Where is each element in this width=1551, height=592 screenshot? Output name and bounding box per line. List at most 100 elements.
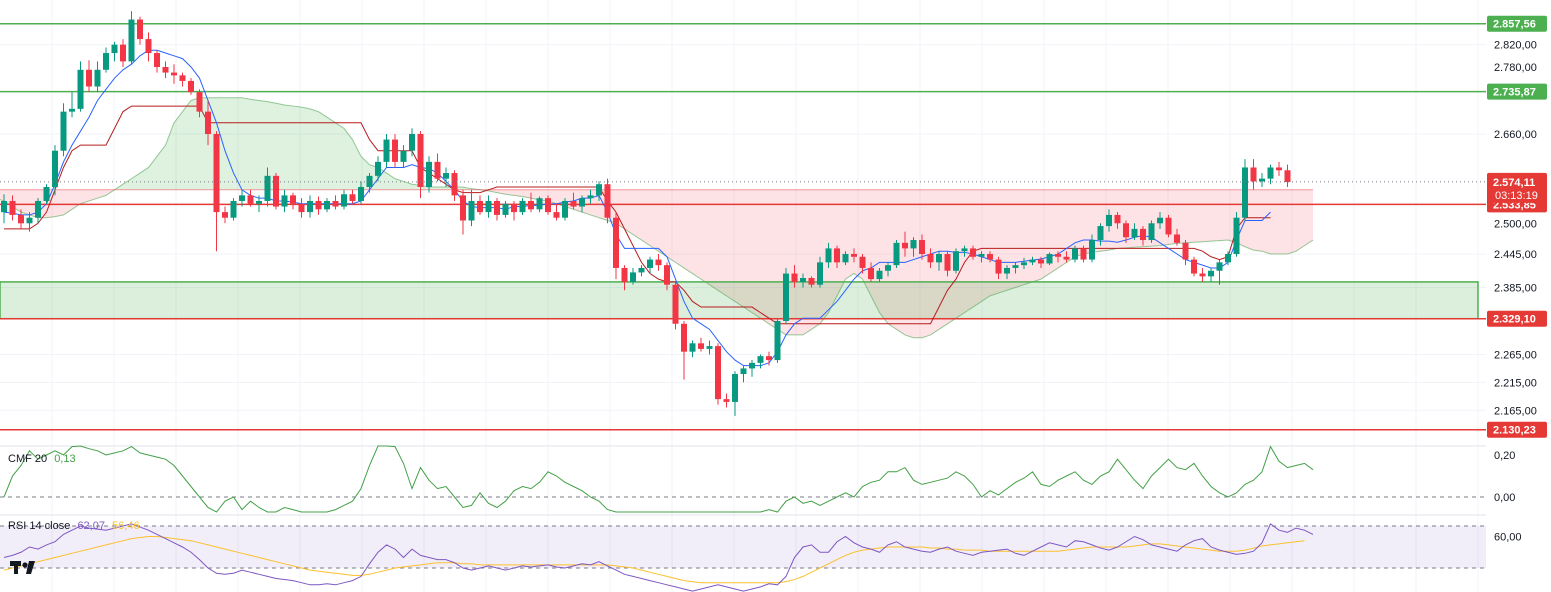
price-gridlines <box>0 0 1486 592</box>
candle-body <box>706 346 713 349</box>
candle-body <box>825 248 832 263</box>
candle-body <box>77 69 84 109</box>
candle-body <box>936 253 942 263</box>
cloud-segment <box>89 189 98 201</box>
candle-body <box>128 19 135 62</box>
cloud-segment <box>973 189 982 308</box>
candle-body <box>443 173 449 179</box>
price-tick-label: 2.500,00 <box>1494 218 1537 230</box>
candle-body <box>1063 256 1070 260</box>
candle-body <box>171 72 177 76</box>
candle-body <box>460 195 466 221</box>
candle-body <box>375 161 381 176</box>
candle-body <box>681 323 687 352</box>
cloud-segment <box>157 145 166 190</box>
price-tick-label: 2.780,00 <box>1494 62 1537 74</box>
candle-body <box>1012 265 1019 268</box>
candle-body <box>1148 223 1155 241</box>
cloud-segment <box>845 189 854 280</box>
cloud-segment <box>327 117 336 190</box>
candle-body <box>970 248 976 257</box>
cloud-segment <box>21 189 30 215</box>
candle-body <box>732 374 738 402</box>
cloud-segment <box>522 189 531 199</box>
price-tick-label: 2.215,00 <box>1494 377 1537 389</box>
candle-body <box>409 133 415 151</box>
candle-body <box>1004 267 1010 274</box>
candle-body <box>647 259 653 268</box>
candle-body <box>774 320 781 361</box>
price-tick-label: 2.660,00 <box>1494 129 1537 141</box>
candle-body <box>247 195 254 204</box>
rsi-label[interactable]: RSI 14 close 62,07 56,46 <box>8 520 140 532</box>
candle-body <box>808 277 815 285</box>
cloud-segment <box>344 128 353 190</box>
candle-body <box>511 203 517 213</box>
candle-body <box>358 187 364 201</box>
candle-body <box>596 184 602 196</box>
candle-body <box>324 200 330 210</box>
cloud-segment <box>718 189 727 296</box>
cloud-segment <box>514 189 523 197</box>
candle-body <box>1267 167 1274 179</box>
cloud-segment <box>437 187 446 190</box>
cloud-segment <box>1075 189 1084 257</box>
cloud-segment <box>1270 189 1279 254</box>
candle-body <box>162 66 169 73</box>
candle-body <box>902 242 908 249</box>
candle-body <box>256 200 262 204</box>
cloud-segment <box>318 111 327 190</box>
candle-body <box>196 92 203 112</box>
candle-body <box>315 200 322 210</box>
candle-body <box>1021 262 1027 266</box>
tradingview-logo[interactable] <box>10 561 35 574</box>
candle-body <box>664 265 670 285</box>
cloud-segment <box>1211 189 1220 242</box>
cloud-segment <box>1296 189 1305 252</box>
candle-body <box>715 346 721 400</box>
cloud-segment <box>1177 189 1186 244</box>
candle-body <box>426 161 432 188</box>
rsi-line <box>3 523 1314 592</box>
candle-body <box>188 80 194 93</box>
rsi-ma-value: 56,46 <box>112 520 140 532</box>
candle-body <box>536 198 543 210</box>
candle-body <box>953 251 959 271</box>
cloud-segment <box>1041 189 1050 280</box>
candle-body <box>298 203 305 213</box>
candle-body <box>94 69 101 87</box>
candle-body <box>570 200 577 207</box>
demand-zone <box>0 281 1479 320</box>
cloud-segment <box>250 99 259 190</box>
candles <box>1 11 1291 416</box>
cloud-segment <box>998 189 1007 294</box>
candle-body <box>944 253 951 271</box>
cloud-segment <box>633 189 642 241</box>
price-axis[interactable]: 2.820,00 2.660,00 2.445,00 2.385,00 2.265,00… <box>1494 40 1537 544</box>
cloud-segment <box>531 189 540 200</box>
candle-body <box>451 173 458 196</box>
price-tick-label: 2.265,00 <box>1494 349 1537 361</box>
cmf-label[interactable]: CMF 20 0,13 <box>8 453 76 465</box>
support-3-badge-label: 2.130,23 <box>1493 425 1536 437</box>
candle-body <box>111 44 118 54</box>
candle-body <box>851 253 857 257</box>
cloud-segment <box>888 189 897 330</box>
candle-body <box>18 214 24 224</box>
cloud-segment <box>811 189 820 330</box>
candle-body <box>1259 178 1265 182</box>
tenkan-line <box>3 49 1271 367</box>
cloud-segment <box>310 108 319 190</box>
cloud-segment <box>1185 189 1194 243</box>
cloud-segment <box>1194 189 1203 243</box>
cloud-segment <box>1287 189 1296 254</box>
cloud-segment <box>63 189 72 215</box>
candle-body <box>273 175 279 207</box>
price-tick-label: 2.385,00 <box>1494 282 1537 294</box>
candle-body <box>290 195 296 204</box>
candle-body <box>417 133 424 188</box>
candle-body <box>154 53 160 67</box>
ichimoku-lines <box>3 49 1271 367</box>
cloud-segment <box>301 107 310 190</box>
